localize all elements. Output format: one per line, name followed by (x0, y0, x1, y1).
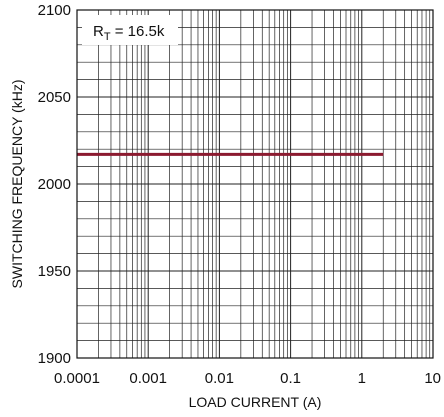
y-tick-label: 1950 (38, 263, 71, 280)
x-tick-label: 0.0001 (54, 370, 100, 387)
x-tick-label: 0.01 (205, 370, 234, 387)
y-tick-label: 2100 (38, 2, 71, 19)
annotation-prefix: R (93, 23, 104, 40)
annotation-background (82, 15, 178, 45)
annotation-text: RT = 16.5k (93, 23, 165, 43)
y-axis-title: SWITCHING FREQUENCY (kHz) (9, 80, 25, 289)
grid (77, 10, 433, 358)
x-tick-label: 1 (358, 370, 366, 387)
annotation-subscript: T (104, 31, 111, 43)
y-tick-label: 1900 (38, 350, 71, 367)
annotation-suffix: = 16.5k (111, 23, 165, 40)
plot-frame (76, 9, 434, 359)
x-tick-label: 10 (424, 370, 441, 387)
x-tick-label: 0.001 (129, 370, 167, 387)
x-tick-label: 0.1 (280, 370, 301, 387)
y-tick-label: 2050 (38, 89, 71, 106)
annotation-box: RT = 16.5k (82, 15, 178, 45)
tick-labels: 0.0001 0.001 0.01 0.1 1 10 1900 1950 2000 2050 210… (38, 2, 441, 387)
y-tick-label: 2000 (38, 176, 71, 193)
x-axis-title: LOAD CURRENT (A) (189, 394, 322, 410)
